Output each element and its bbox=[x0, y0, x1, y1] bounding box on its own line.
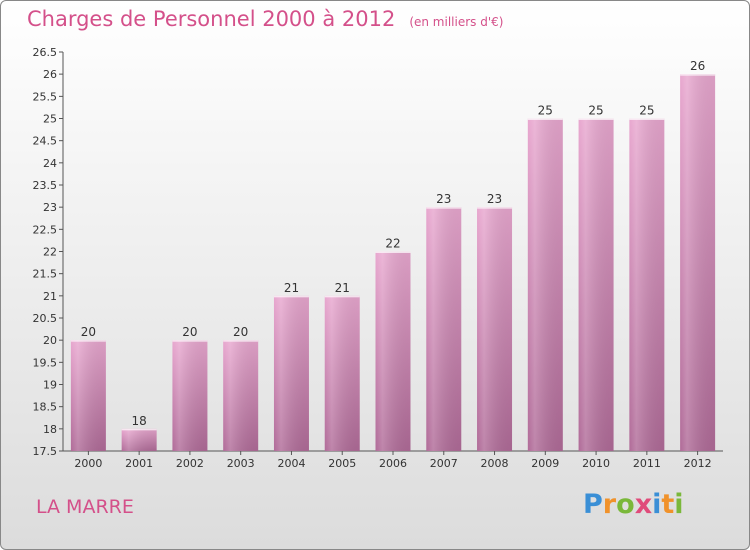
location-name: LA MARRE bbox=[36, 496, 134, 518]
y-tick-label: 23 bbox=[43, 201, 57, 214]
bar-shade-2005 bbox=[324, 295, 360, 451]
x-tick-label: 2003 bbox=[227, 457, 255, 470]
y-tick-label: 23.5 bbox=[33, 179, 58, 192]
logo-letter: r bbox=[602, 489, 617, 520]
y-tick-label: 26 bbox=[43, 68, 57, 81]
bar-highlight-2009 bbox=[527, 118, 563, 120]
bar-shade-2008 bbox=[477, 207, 513, 451]
y-tick-label: 22.5 bbox=[33, 223, 58, 236]
x-tick-label: 2009 bbox=[531, 457, 559, 470]
chart-title-block: Charges de Personnel 2000 à 2012 (en mill… bbox=[27, 7, 503, 31]
y-tick-label: 17.5 bbox=[33, 445, 58, 458]
value-label: 22 bbox=[385, 237, 400, 251]
value-label: 20 bbox=[81, 325, 96, 339]
value-label: 25 bbox=[588, 104, 603, 118]
logo-letter: x bbox=[634, 489, 653, 520]
bar-highlight-2003 bbox=[223, 340, 259, 342]
x-tick-label: 2005 bbox=[328, 457, 356, 470]
bar-highlight-2011 bbox=[629, 118, 665, 120]
bar-shade-2007 bbox=[426, 207, 462, 451]
y-tick-label: 19.5 bbox=[33, 356, 58, 369]
bar-shade-2010 bbox=[578, 118, 614, 451]
x-tick-label: 2002 bbox=[176, 457, 204, 470]
logo-letter: i bbox=[652, 489, 662, 520]
chart-axes: 17.5 18 18.5 19 19.5 20 20.5 21 21.5 22 22.5 23 23.5… bbox=[33, 46, 723, 470]
bar-highlight-2012 bbox=[680, 74, 716, 76]
y-tick-label: 19 bbox=[43, 379, 57, 392]
y-tick-label: 24 bbox=[43, 157, 57, 170]
bar-shade-2006 bbox=[375, 251, 411, 451]
x-tick-label: 2012 bbox=[684, 457, 712, 470]
logo-letter: P bbox=[583, 489, 603, 520]
logo-letter: o bbox=[616, 489, 635, 520]
proxiti-logo: Proxiti bbox=[583, 489, 684, 520]
x-tick-label: 2000 bbox=[74, 457, 102, 470]
bar-highlight-2002 bbox=[172, 340, 208, 342]
bar-highlight-2004 bbox=[273, 295, 309, 298]
bar-shade-2002 bbox=[172, 340, 208, 451]
bar-shade-2003 bbox=[223, 340, 259, 451]
bar-highlight-2010 bbox=[578, 118, 614, 120]
y-tick-label: 25.5 bbox=[33, 90, 58, 103]
x-tick-label: 2008 bbox=[481, 457, 509, 470]
y-tick-label: 18 bbox=[43, 423, 57, 436]
x-tick-label: 2011 bbox=[633, 457, 661, 470]
bar-highlight-2007 bbox=[426, 207, 462, 209]
y-tick-label: 22 bbox=[43, 246, 57, 259]
value-label: 26 bbox=[690, 59, 705, 73]
y-tick-label: 21.5 bbox=[33, 268, 58, 281]
y-tick-label: 24.5 bbox=[33, 135, 58, 148]
x-tick-label: 2004 bbox=[277, 457, 305, 470]
x-tick-label: 2010 bbox=[582, 457, 610, 470]
bar-highlight-2005 bbox=[324, 295, 360, 298]
y-tick-label: 21 bbox=[43, 290, 57, 303]
y-tick-label: 25 bbox=[43, 113, 57, 126]
chart-title: Charges de Personnel 2000 à 2012 bbox=[27, 7, 396, 31]
bar-highlight-2001 bbox=[121, 428, 157, 431]
value-label: 23 bbox=[487, 192, 502, 206]
bar-shade-2012 bbox=[680, 74, 716, 452]
logo-letter: i bbox=[674, 489, 684, 520]
x-tick-label: 2007 bbox=[430, 457, 458, 470]
value-label: 21 bbox=[335, 281, 350, 295]
y-tick-label: 20.5 bbox=[33, 312, 58, 325]
bar-shade-2004 bbox=[273, 295, 309, 451]
bar-highlight-2006 bbox=[375, 251, 411, 253]
x-tick-label: 2006 bbox=[379, 457, 407, 470]
logo-letter: t bbox=[661, 489, 675, 520]
value-label: 25 bbox=[538, 104, 553, 118]
chart-value-labels: 20 18 20 20 21 21 22 23 23 25 25 25 26 bbox=[81, 59, 706, 428]
value-label: 18 bbox=[132, 414, 147, 428]
y-tick-label: 18.5 bbox=[33, 401, 58, 414]
value-label: 20 bbox=[233, 325, 248, 339]
value-label: 21 bbox=[284, 281, 299, 295]
chart-subtitle: (en milliers d'€) bbox=[409, 15, 504, 29]
bar-highlight-2008 bbox=[477, 207, 513, 209]
value-label: 20 bbox=[182, 325, 197, 339]
chart-bars bbox=[70, 74, 716, 452]
bar-shade-2009 bbox=[527, 118, 563, 451]
bar-shade-2001 bbox=[121, 428, 157, 451]
bar-shade-2011 bbox=[629, 118, 665, 451]
value-label: 25 bbox=[639, 104, 654, 118]
y-tick-label: 26.5 bbox=[33, 46, 58, 59]
bar-highlight-2000 bbox=[70, 340, 106, 342]
value-label: 23 bbox=[436, 192, 451, 206]
y-tick-label: 20 bbox=[43, 334, 57, 347]
x-tick-label: 2001 bbox=[125, 457, 153, 470]
bar-shade-2000 bbox=[70, 340, 106, 451]
